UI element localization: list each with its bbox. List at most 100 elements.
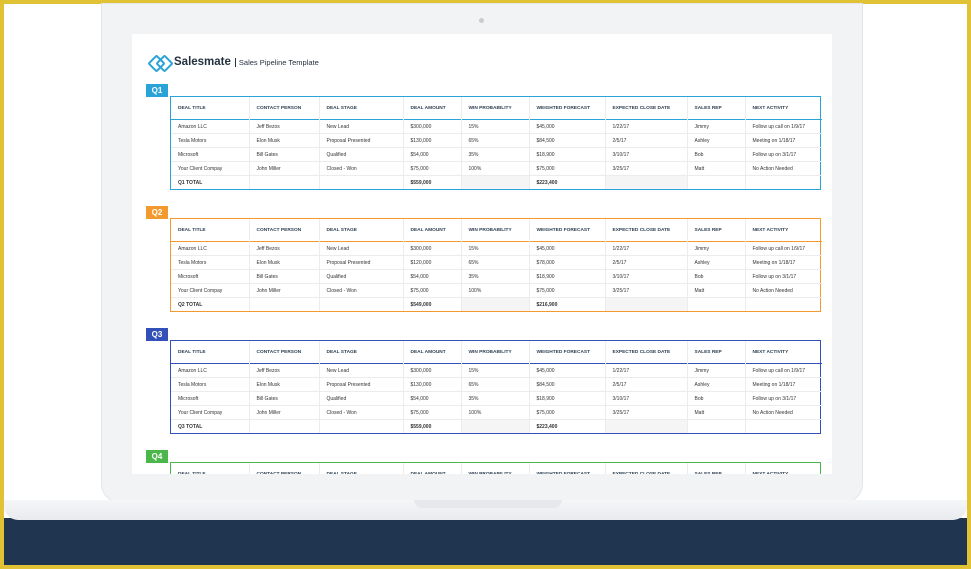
table-cell[interactable]: Jimmy (686, 241, 745, 256)
column-header[interactable]: DEAL TITLE (178, 227, 206, 233)
column-header[interactable]: DEAL STAGE (318, 463, 403, 474)
column-header[interactable]: EXPECTED CLOSE DATE (604, 341, 687, 364)
table-cell[interactable]: Follow up on 3/1/17 (744, 269, 822, 284)
column-header[interactable]: SALES REP (686, 97, 745, 120)
table-cell[interactable]: $75,000 (528, 405, 605, 420)
table-cell[interactable]: 2/5/17 (604, 255, 687, 270)
table-cell[interactable]: Elon Musk (248, 377, 319, 392)
table-cell[interactable]: 100% (460, 161, 529, 176)
table-cell[interactable]: Jimmy (686, 119, 745, 134)
table-cell[interactable]: 35% (460, 269, 529, 284)
table-row[interactable]: Microsoft Bill Gates Qualified $54,000 35% $1… (171, 269, 822, 284)
column-header[interactable]: CONTACT PERSON (248, 219, 319, 242)
table-cell[interactable]: Proposal Presented (318, 255, 403, 270)
table-cell[interactable]: No Action Needed (744, 283, 822, 298)
table-cell[interactable]: Closed - Won (318, 405, 403, 420)
column-header[interactable]: DEAL AMOUNT (402, 463, 461, 474)
column-header[interactable]: SALES REP (686, 219, 745, 242)
table-cell[interactable]: 3/10/17 (604, 147, 687, 162)
column-header[interactable]: CONTACT PERSON (248, 341, 319, 364)
table-cell[interactable]: 2/5/17 (604, 133, 687, 148)
table-cell[interactable]: 35% (460, 391, 529, 406)
table-cell[interactable]: No Action Needed (744, 161, 822, 176)
table-cell[interactable]: New Lead (318, 119, 403, 134)
table-cell[interactable]: 2/5/17 (604, 377, 687, 392)
table-cell[interactable]: $75,000 (402, 161, 461, 176)
table-cell[interactable]: 15% (460, 241, 529, 256)
table-cell[interactable]: $75,000 (402, 405, 461, 420)
column-header[interactable]: WEIGHTED FORECAST (528, 463, 605, 474)
table-cell[interactable]: New Lead (318, 363, 403, 378)
column-header[interactable]: NEXT ACTIVITY (744, 463, 822, 474)
table-cell[interactable]: Your Client Compay (171, 283, 249, 298)
table-cell[interactable]: Bob (686, 269, 745, 284)
table-cell[interactable]: $45,000 (528, 241, 605, 256)
table-cell[interactable]: $120,000 (402, 255, 461, 270)
table-cell[interactable]: $84,500 (528, 377, 605, 392)
table-cell[interactable]: Matt (686, 283, 745, 298)
table-row[interactable]: Your Client Compay John Miller Closed - Wo… (171, 161, 822, 176)
column-header[interactable]: DEAL STAGE (318, 97, 403, 120)
table-cell[interactable]: Qualified (318, 147, 403, 162)
column-header[interactable]: CONTACT PERSON (248, 97, 319, 120)
table-cell[interactable]: 1/22/17 (604, 241, 687, 256)
column-header[interactable]: WEIGHTED FORECAST (528, 219, 605, 242)
column-header[interactable]: WEIGHTED FORECAST (528, 97, 605, 120)
table-cell[interactable]: Bob (686, 147, 745, 162)
table-cell[interactable]: Jimmy (686, 363, 745, 378)
table-cell[interactable]: 3/10/17 (604, 391, 687, 406)
table-cell[interactable]: Follow up call on 1/9/17 (744, 363, 822, 378)
table-cell[interactable]: Elon Musk (248, 255, 319, 270)
column-header[interactable]: DEAL STAGE (318, 341, 403, 364)
table-cell[interactable]: 1/22/17 (604, 119, 687, 134)
table-cell[interactable]: Amazon LLC (171, 241, 249, 256)
table-row[interactable]: Tesla Motors Elon Musk Proposal Presented $… (171, 377, 822, 392)
column-header[interactable]: WIN PROBABILITY (460, 341, 529, 364)
table-cell[interactable]: 100% (460, 405, 529, 420)
table-cell[interactable]: 65% (460, 133, 529, 148)
table-cell[interactable]: Ashley (686, 377, 745, 392)
table-cell[interactable]: Amazon LLC (171, 363, 249, 378)
column-header[interactable]: CONTACT PERSON (248, 463, 319, 474)
table-cell[interactable]: 35% (460, 147, 529, 162)
column-header[interactable]: DEAL AMOUNT (402, 219, 461, 242)
table-cell[interactable]: $300,000 (402, 119, 461, 134)
column-header[interactable]: NEXT ACTIVITY (744, 97, 822, 120)
table-cell[interactable]: Bill Gates (248, 391, 319, 406)
table-cell[interactable]: Tesla Motors (171, 133, 249, 148)
column-header[interactable]: SALES REP (686, 341, 745, 364)
table-cell[interactable]: Closed - Won (318, 161, 403, 176)
column-header[interactable]: DEAL AMOUNT (402, 97, 461, 120)
table-cell[interactable]: John Miller (248, 283, 319, 298)
table-cell[interactable]: 15% (460, 363, 529, 378)
table-cell[interactable]: $75,000 (402, 283, 461, 298)
table-cell[interactable]: Closed - Won (318, 283, 403, 298)
table-row[interactable]: Amazon LLC Jeff Bezos New Lead $300,000 15% $… (171, 363, 822, 378)
table-cell[interactable]: $75,000 (528, 283, 605, 298)
table-cell[interactable]: 3/25/17 (604, 405, 687, 420)
table-cell[interactable]: Follow up call on 1/9/17 (744, 119, 822, 134)
table-cell[interactable]: Bob (686, 391, 745, 406)
table-cell[interactable]: $54,000 (402, 269, 461, 284)
table-cell[interactable]: Follow up call on 1/9/17 (744, 241, 822, 256)
column-header[interactable]: DEAL AMOUNT (402, 341, 461, 364)
table-cell[interactable]: 15% (460, 119, 529, 134)
column-header[interactable]: DEAL STAGE (318, 219, 403, 242)
table-cell[interactable]: Tesla Motors (171, 377, 249, 392)
column-header[interactable]: WIN PROBABILITY (460, 97, 529, 120)
table-cell[interactable]: 1/22/17 (604, 363, 687, 378)
table-cell[interactable]: 3/25/17 (604, 161, 687, 176)
table-cell[interactable]: Matt (686, 161, 745, 176)
table-cell[interactable]: Ashley (686, 255, 745, 270)
column-header[interactable]: DEAL TITLE (178, 349, 206, 355)
table-cell[interactable]: Jeff Bezos (248, 119, 319, 134)
table-cell[interactable]: Amazon LLC (171, 119, 249, 134)
table-cell[interactable]: $45,000 (528, 363, 605, 378)
table-cell[interactable]: Proposal Presented (318, 133, 403, 148)
column-header[interactable]: DEAL TITLE (178, 471, 206, 475)
table-cell[interactable]: $54,000 (402, 391, 461, 406)
column-header[interactable]: EXPECTED CLOSE DATE (604, 463, 687, 474)
table-cell[interactable]: $54,000 (402, 147, 461, 162)
table-cell[interactable]: 65% (460, 255, 529, 270)
table-row[interactable]: Microsoft Bill Gates Qualified $54,000 35% $1… (171, 391, 822, 406)
